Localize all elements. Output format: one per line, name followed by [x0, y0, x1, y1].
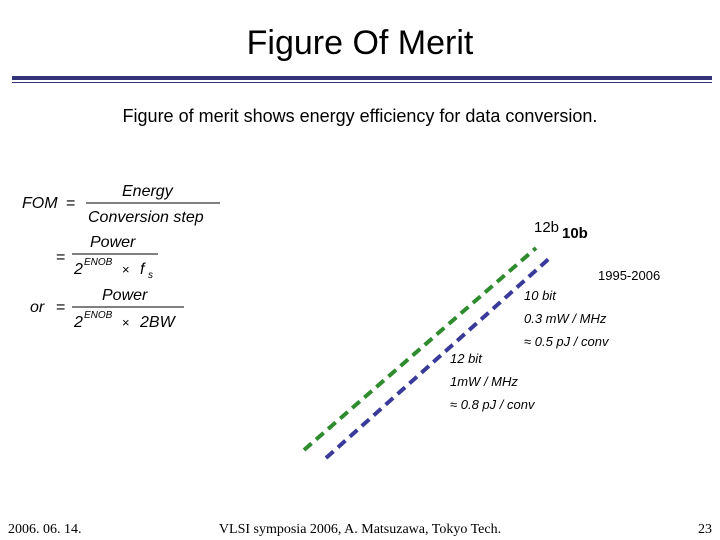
slide-title: Figure Of Merit	[246, 24, 474, 62]
formula-power-1: Power	[90, 234, 136, 251]
formula-enob-2: ENOB	[84, 310, 113, 321]
footer-page-number: 23	[698, 522, 712, 537]
label-period: 1995-2006	[598, 268, 660, 283]
annot-12bit-resolution: 12 bit	[450, 351, 483, 366]
annot-10bit-energy: ≈ 0.5 pJ / conv	[524, 334, 610, 349]
formula-two-1: 2	[73, 261, 83, 278]
title-rule-thin	[12, 82, 712, 83]
formula-eq-2: =	[56, 249, 65, 266]
formula-conversion-step: Conversion step	[88, 209, 204, 226]
trend-line-12b	[302, 246, 538, 452]
annot-10bit-resolution: 10 bit	[524, 288, 557, 303]
annot-12bit-energy: ≈ 0.8 pJ / conv	[450, 397, 536, 412]
label-12b: 12b	[534, 219, 559, 236]
formula-fs-sub: s	[148, 270, 153, 281]
footer-date: 2006. 06. 14.	[8, 522, 82, 537]
annot-12bit-power: 1mW / MHz	[450, 374, 518, 389]
formula-power-2: Power	[102, 287, 148, 304]
formula-fom-label: FOM	[22, 195, 58, 212]
fom-formula: FOM = Energy Conversion step = Power 2 E…	[22, 183, 220, 331]
formula-two-2: 2	[73, 314, 83, 331]
formula-energy: Energy	[122, 183, 174, 200]
formula-enob-1: ENOB	[84, 257, 113, 268]
formula-eq-1: =	[66, 195, 75, 212]
footer-credit: VLSI symposia 2006, A. Matsuzawa, Tokyo …	[218, 522, 502, 537]
formula-times-2: ×	[122, 315, 130, 330]
annot-10bit-power: 0.3 mW / MHz	[524, 311, 607, 326]
label-10b: 10b	[562, 225, 588, 242]
formula-eq-3: =	[56, 299, 65, 316]
formula-2bw: 2BW	[139, 314, 177, 331]
fom-trend-chart: 12b 10b 1995-2006 10 bit 0.3 mW / MHz ≈ …	[302, 219, 660, 460]
formula-times-1: ×	[122, 262, 130, 277]
title-rule	[12, 76, 712, 80]
trend-line-10b	[324, 254, 554, 460]
formula-fs-f: f	[140, 261, 146, 278]
slide-subtitle: Figure of merit shows energy efficiency …	[122, 106, 598, 126]
formula-or: or	[30, 299, 45, 316]
